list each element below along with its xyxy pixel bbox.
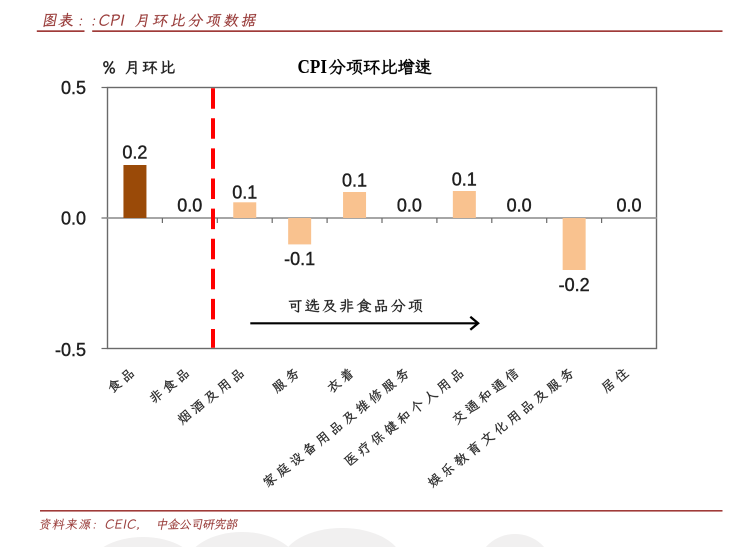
svg-text:0.0: 0.0 — [177, 195, 202, 215]
svg-text:0.0: 0.0 — [507, 195, 532, 215]
svg-text:-0.5: -0.5 — [55, 340, 86, 360]
svg-text:0.0: 0.0 — [397, 195, 422, 215]
svg-text:CPI: CPI — [298, 57, 328, 78]
svg-text:0.5: 0.5 — [61, 78, 86, 98]
svg-text:0.0: 0.0 — [616, 195, 641, 215]
svg-text:0.0: 0.0 — [61, 209, 86, 229]
svg-text:0.2: 0.2 — [122, 143, 147, 163]
svg-text:0.1: 0.1 — [452, 169, 477, 189]
svg-text:-0.2: -0.2 — [559, 275, 590, 295]
svg-text:-0.1: -0.1 — [284, 249, 315, 269]
svg-text:0.1: 0.1 — [342, 170, 367, 190]
svg-text:0.1: 0.1 — [232, 182, 257, 202]
